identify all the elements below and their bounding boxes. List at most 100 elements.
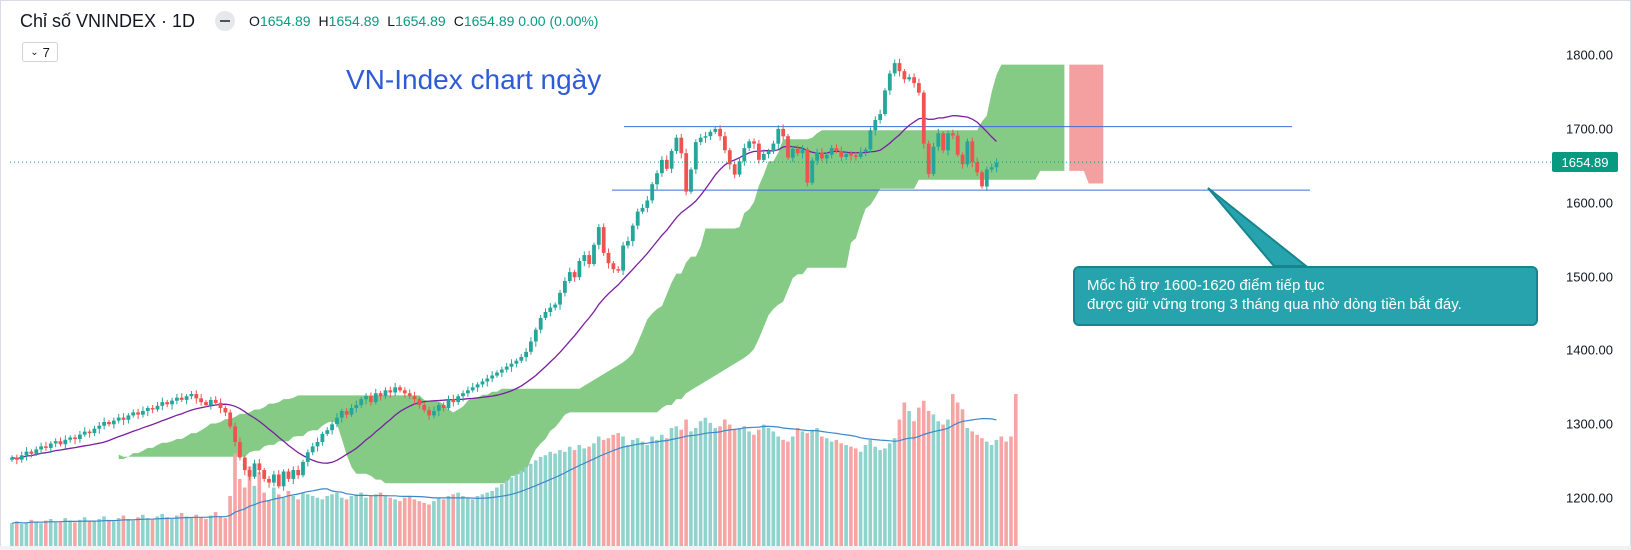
candle-body [204,402,208,406]
volume-bar [921,400,926,547]
volume-bar [989,445,994,547]
volume-bar [955,402,960,547]
candle-body [422,405,427,411]
candle-body [941,133,946,151]
candle-body [596,227,601,245]
candle-body [558,292,562,305]
volume-bar [902,402,907,547]
candle-body [863,149,868,152]
volume-bar [499,484,504,547]
candle-body [698,137,703,143]
candle-body [252,463,257,477]
candle-body [73,437,77,439]
volume-bar [839,443,843,547]
minimize-icon[interactable] [215,11,236,31]
volume-bar [892,438,897,547]
candle-body [92,428,97,434]
candle-body [761,154,766,160]
candle-body [713,128,718,132]
volume-bar [199,517,203,548]
volume-bar [548,451,552,547]
volume-bar [286,490,291,547]
annotation-line-1: Mốc hỗ trợ 1600-1620 điểm tiếp tục [1087,277,1325,294]
volume-bar [252,485,257,547]
candle-body [136,412,140,415]
candle-body [509,363,514,367]
volume-bar [572,450,577,547]
candle-body [960,154,965,165]
candle-body [398,387,402,391]
candle-body [407,393,412,397]
candle-body [810,160,815,183]
symbol-title[interactable]: Chỉ số VNINDEX · 1D [20,10,196,31]
volume-bar [582,448,586,547]
volume-bar [73,522,77,547]
time-axis-strip [0,546,1631,550]
candle-body [378,393,383,397]
volume-bar [781,439,785,547]
volume-bar [1004,441,1008,547]
candle-body [223,408,228,413]
volume-bar [369,496,373,547]
volume-bar [485,492,489,547]
volume-bar [87,521,92,547]
volume-bar [878,450,882,547]
ohlc-close: C1654.89 0.00 (0.00%) [453,13,599,29]
volume-bars [10,394,1018,548]
candle-body [975,162,980,173]
candle-body [684,153,689,192]
volume-bar [529,463,533,547]
volume-ma [11,418,997,524]
volume-bar [233,453,237,547]
candle-body [912,77,916,84]
candle-body [820,152,824,159]
candle-body [873,120,878,131]
volume-bar [141,514,145,547]
volume-bar [281,497,286,547]
symbol-header: Chỉ số VNINDEX · 1D O1654.89 H1654.89 L1… [20,9,606,33]
candle-body [218,402,223,408]
candle-body [742,148,747,162]
volume-bar [708,422,713,547]
candle-body [616,269,621,271]
volume-bar [757,429,761,547]
volume-bar [257,472,262,547]
candle-body [572,272,577,278]
volume-bar [354,494,358,547]
candle-body [247,470,252,477]
candle-body [126,415,131,420]
y-tick-label: 1200.00 [1566,490,1613,506]
volume-bar [165,517,169,548]
volume-bar [490,490,494,547]
volume-bar [883,448,887,547]
candle-body [233,426,237,442]
volume-bar [980,438,984,547]
volume-bar [373,494,378,547]
candle-body [669,151,674,169]
candle-body [926,143,931,174]
volume-bar [330,494,334,547]
volume-bar [975,434,979,547]
volume-bar [160,513,164,547]
volume-bar [621,436,625,547]
candle-body [189,394,194,397]
volume-bar [15,521,19,547]
candle-body [145,408,150,411]
volume-bar [766,428,771,547]
candle-body [267,478,271,483]
candle-body [907,77,912,80]
volume-ma-line [11,418,997,524]
candle-body [155,405,160,410]
volume-bar [504,480,509,547]
candle-body [921,92,926,144]
volume-bar [723,419,727,547]
volume-bar [917,407,921,547]
volume-bar [131,520,135,547]
indicators-toggle-button[interactable]: ⌄ 7 [22,42,58,62]
candle-body [902,71,907,80]
candle-body [436,405,441,411]
annotation-line-2: được giữ vững trong 3 tháng qua nhờ dòng… [1087,296,1462,313]
volume-bar [213,512,218,547]
volume-bar [456,492,460,547]
